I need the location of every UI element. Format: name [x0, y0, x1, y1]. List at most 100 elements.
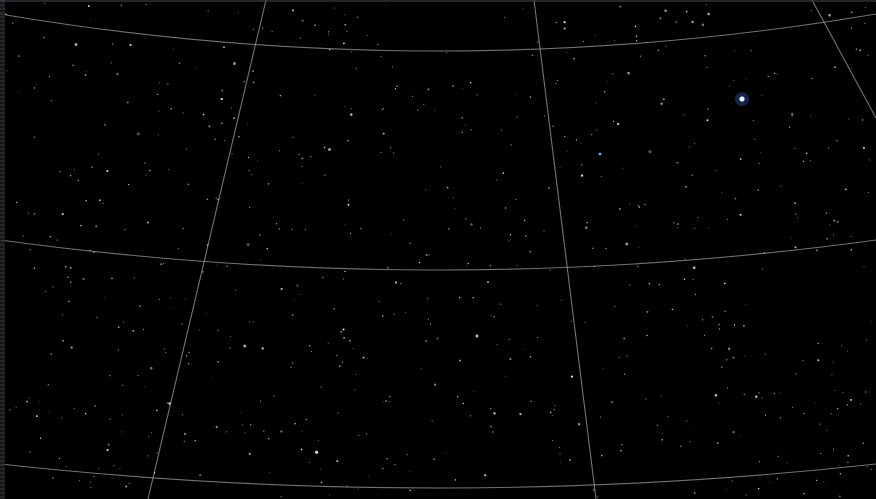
star: [645, 398, 647, 400]
star: [96, 316, 98, 318]
star: [803, 412, 805, 415]
star: [17, 55, 20, 57]
star: [29, 451, 31, 453]
star: [594, 34, 596, 36]
star: [153, 472, 156, 474]
star: [262, 27, 264, 29]
star: [250, 424, 252, 426]
star: [257, 160, 259, 162]
star: [623, 373, 626, 375]
star: [157, 93, 159, 96]
star: [552, 439, 554, 442]
star: [865, 339, 868, 341]
star: [580, 174, 584, 177]
star: [267, 437, 270, 440]
star: [693, 227, 695, 229]
star-field: [5, 2, 873, 498]
star: [612, 120, 615, 123]
star: [220, 97, 224, 101]
star: [390, 233, 392, 235]
star: [473, 391, 475, 393]
star: [844, 188, 847, 191]
star: [791, 114, 794, 117]
star: [346, 485, 348, 487]
star: [231, 153, 233, 155]
star: [392, 152, 395, 154]
star: [68, 300, 70, 303]
star: [273, 395, 275, 397]
star: [570, 375, 574, 378]
star: [723, 282, 726, 285]
star: [634, 25, 637, 28]
star: [195, 67, 197, 69]
star: [566, 51, 568, 53]
star: [403, 219, 405, 221]
star: [440, 166, 442, 168]
star: [731, 480, 734, 482]
star: [182, 112, 184, 114]
star: [810, 10, 812, 12]
star: [684, 258, 686, 260]
bright-star[interactable]: [735, 92, 749, 106]
star: [56, 239, 59, 241]
star: [638, 246, 640, 248]
star: [841, 344, 843, 347]
star: [837, 408, 839, 410]
star: [629, 203, 631, 205]
star: [529, 250, 532, 253]
star: [158, 298, 160, 300]
star: [850, 398, 852, 401]
star: [347, 203, 350, 206]
star: [188, 351, 190, 354]
star: [596, 496, 599, 498]
star: [595, 102, 597, 104]
star: [549, 269, 551, 271]
star: [121, 431, 123, 433]
star: [658, 283, 660, 286]
star: [524, 219, 526, 222]
star: [52, 286, 54, 288]
star: [577, 423, 581, 426]
star: [739, 213, 742, 216]
star: [862, 146, 866, 149]
star: [692, 266, 696, 270]
star: [94, 405, 96, 407]
star: [859, 403, 862, 405]
star: [50, 99, 53, 102]
star: [87, 5, 90, 7]
star: [356, 16, 358, 18]
star: [157, 134, 160, 136]
blue-star[interactable]: [598, 152, 602, 156]
star: [871, 321, 873, 323]
star: [499, 303, 502, 305]
star: [836, 220, 839, 223]
star: [707, 108, 709, 110]
star: [366, 34, 368, 37]
star: [592, 247, 594, 249]
star: [237, 11, 239, 14]
star: [349, 232, 352, 234]
star: [743, 393, 746, 396]
star: [329, 48, 331, 51]
star: [91, 166, 93, 168]
star: [479, 227, 481, 229]
star: [802, 360, 804, 362]
star: [616, 122, 620, 126]
star: [795, 213, 797, 215]
star: [635, 39, 638, 42]
star: [839, 473, 842, 475]
star: [508, 338, 510, 341]
star: [754, 35, 756, 37]
star: [555, 21, 557, 24]
star: [320, 386, 323, 388]
star: [851, 67, 852, 69]
star: [156, 409, 158, 412]
star: [378, 300, 380, 302]
star: [543, 115, 546, 117]
star: [341, 361, 344, 364]
star: [352, 348, 354, 350]
star: [302, 182, 304, 184]
star: [626, 355, 628, 357]
star: [493, 412, 496, 415]
